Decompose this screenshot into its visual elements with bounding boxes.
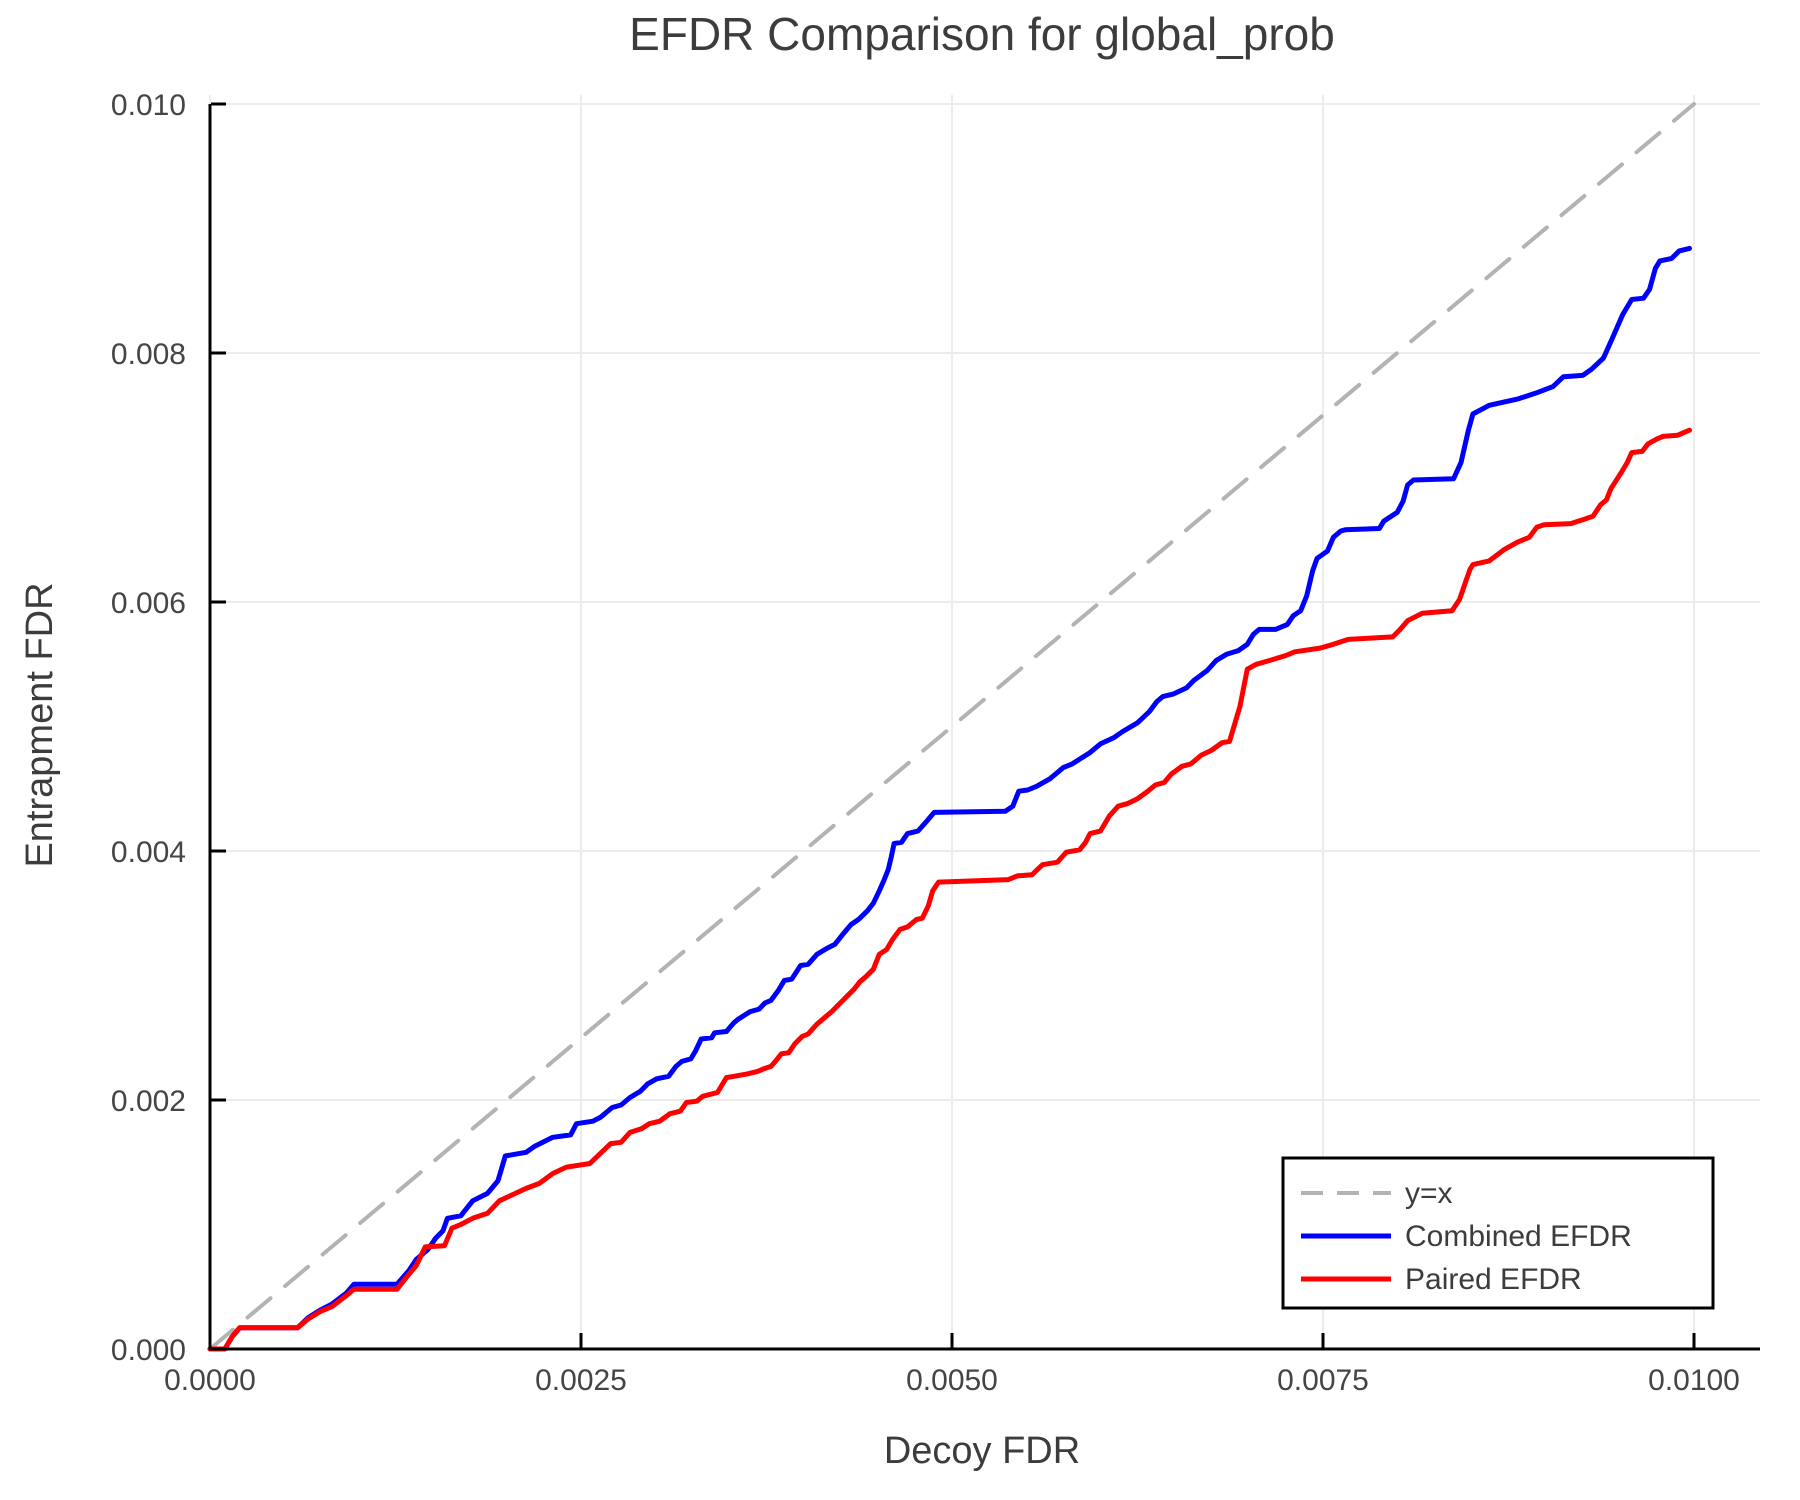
chart-title: EFDR Comparison for global_prob [629, 8, 1335, 60]
legend-entry-label: Combined EFDR [1405, 1220, 1632, 1253]
x-tick-label: 0.0100 [1648, 1364, 1740, 1397]
y-tick-label: 0.004 [111, 836, 186, 869]
y-tick-label: 0.008 [111, 338, 186, 371]
legend-entry-label: y=x [1405, 1177, 1453, 1210]
x-tick-label: 0.0025 [535, 1364, 627, 1397]
y-tick-label: 0.000 [111, 1334, 186, 1367]
x-tick-label: 0.0000 [164, 1364, 256, 1397]
x-axis-label: Decoy FDR [884, 1430, 1080, 1472]
series-layer [207, 102, 1696, 1352]
x-tick-label: 0.0075 [1277, 1364, 1369, 1397]
series-y-x [208, 102, 1696, 1351]
x-tick-label: 0.0050 [906, 1364, 998, 1397]
legend: y=x Combined EFDR Paired EFDR [1281, 1156, 1715, 1310]
y-tick-label: 0.006 [111, 587, 186, 620]
series-combined-efdr [207, 245, 1692, 1352]
axis-layer [208, 102, 1760, 1351]
legend-box [1281, 1156, 1715, 1310]
y-tick-label: 0.002 [111, 1085, 186, 1118]
series-paired-efdr [207, 427, 1692, 1352]
y-axis-label: Entrapment FDR [19, 582, 61, 867]
tick-label-layer: 0.0000 0.0025 0.0050 0.0075 0.0100 0.000 0.002… [111, 89, 1740, 1397]
legend-entry-label: Paired EFDR [1405, 1263, 1582, 1296]
y-tick-label: 0.010 [111, 89, 186, 122]
